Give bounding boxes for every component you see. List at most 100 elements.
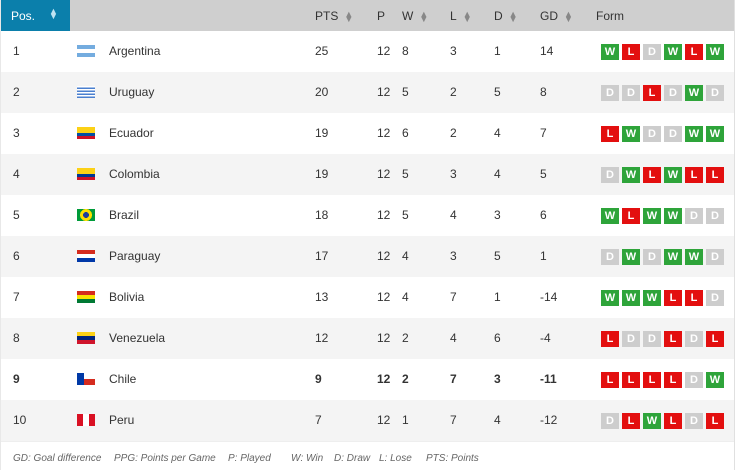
cell-pos: 6 xyxy=(13,249,20,263)
sort-pos[interactable]: Pos. ▲ ▼ xyxy=(1,0,70,31)
col-d[interactable]: D ▲ ▼ xyxy=(494,8,518,24)
form-badge: W xyxy=(601,208,619,224)
cell-w: 5 xyxy=(402,85,409,99)
team-name[interactable]: Brazil xyxy=(109,208,140,222)
table-row[interactable]: 10 7 12 1 7 4 -12 Peru D L W L D L xyxy=(1,400,734,441)
cell-pos: 3 xyxy=(13,126,20,140)
cell-pts: 9 xyxy=(315,372,322,386)
form-badge: W xyxy=(664,44,682,60)
form-badge: D xyxy=(664,85,682,101)
cell-p: 12 xyxy=(377,331,391,345)
form-badge: D xyxy=(601,249,619,265)
cell-p: 12 xyxy=(377,167,391,181)
uruguay-flag-icon xyxy=(77,86,95,98)
cell-gd: -12 xyxy=(540,413,558,427)
cell-w: 1 xyxy=(402,413,409,427)
cell-gd: 5 xyxy=(540,167,547,181)
form-badge: D xyxy=(706,290,724,306)
team-name[interactable]: Peru xyxy=(109,413,135,427)
table-row[interactable]: 3 19 12 6 2 4 7 Ecuador L W D D W W xyxy=(1,113,734,154)
cell-l: 4 xyxy=(450,208,457,222)
legend-item: W: Win xyxy=(291,453,324,464)
team-name[interactable]: Argentina xyxy=(109,44,161,58)
form-badge: D xyxy=(601,85,619,101)
form-badge: L xyxy=(643,372,661,388)
form-badge: D xyxy=(685,372,703,388)
cell-l: 2 xyxy=(450,85,457,99)
table-row[interactable]: 8 12 12 2 4 6 -4 Venezuela L D D L D L xyxy=(1,318,734,359)
cell-d: 5 xyxy=(494,85,501,99)
form-badge: L xyxy=(664,372,682,388)
team-name[interactable]: Bolivia xyxy=(109,290,145,304)
form-badge: L xyxy=(622,413,640,429)
cell-pos: 5 xyxy=(13,208,20,222)
col-p: P xyxy=(377,9,386,23)
cell-d: 4 xyxy=(494,167,501,181)
form-badge: W xyxy=(622,290,640,306)
cell-pts: 25 xyxy=(315,44,329,58)
col-gd[interactable]: GD ▲ ▼ xyxy=(540,8,573,24)
cell-p: 12 xyxy=(377,44,391,58)
team-name[interactable]: Uruguay xyxy=(109,85,155,99)
form-badge: D xyxy=(685,331,703,347)
cell-l: 7 xyxy=(450,413,457,427)
legend-item: GD: Goal difference xyxy=(13,453,102,464)
form-badge: W xyxy=(664,208,682,224)
form-badge: W xyxy=(706,44,724,60)
col-l[interactable]: L ▲ ▼ xyxy=(450,8,472,24)
form-badge: L xyxy=(643,167,661,183)
table-row[interactable]: 4 19 12 5 3 4 5 Colombia D W L W L L xyxy=(1,154,734,195)
cell-l: 4 xyxy=(450,331,457,345)
cell-w: 4 xyxy=(402,290,409,304)
legend-item: L: Lose xyxy=(379,453,412,464)
table-row[interactable]: 5 18 12 5 4 3 6 Brazil W L W W D D xyxy=(1,195,734,236)
form-badge: L xyxy=(685,290,703,306)
form-badge: W xyxy=(622,126,640,142)
sort-icon: ▲ ▼ xyxy=(419,8,429,24)
table-row[interactable]: 7 13 12 4 7 1 -14 Bolivia W W W L L D xyxy=(1,277,734,318)
team-name[interactable]: Venezuela xyxy=(109,331,166,345)
cell-pos: 8 xyxy=(13,331,20,345)
table-row[interactable]: 6 17 12 4 3 5 1 Paraguay D W D W W D xyxy=(1,236,734,277)
cell-d: 6 xyxy=(494,331,501,345)
cell-pts: 19 xyxy=(315,126,329,140)
form-badge: D xyxy=(706,85,724,101)
peru-flag-icon xyxy=(77,414,95,426)
cell-pos: 4 xyxy=(13,167,20,181)
team-name[interactable]: Chile xyxy=(109,372,137,386)
chile-flag-icon xyxy=(77,373,95,385)
team-name[interactable]: Colombia xyxy=(109,167,160,181)
form-badge: L xyxy=(664,290,682,306)
col-w[interactable]: W ▲ ▼ xyxy=(402,8,429,24)
form-badge: W xyxy=(685,85,703,101)
table-row[interactable]: 9 9 12 2 7 3 -11 Chile L L L L D W xyxy=(1,359,734,400)
col-pts[interactable]: PTS ▲ ▼ xyxy=(315,8,354,24)
legend-footer: GD: Goal difference PPG: Points per Game P… xyxy=(1,441,734,471)
sort-icon: ▲ ▼ xyxy=(564,8,573,24)
team-name[interactable]: Paraguay xyxy=(109,249,161,263)
form-badge: W xyxy=(706,372,724,388)
table-row[interactable]: 1 25 12 8 3 1 14 Argentina W L D W L W xyxy=(1,31,734,72)
form-badge: W xyxy=(601,290,619,306)
cell-p: 12 xyxy=(377,372,391,386)
cell-d: 5 xyxy=(494,249,501,263)
cell-pts: 13 xyxy=(315,290,329,304)
form-badge: W xyxy=(643,290,661,306)
form-badge: L xyxy=(622,44,640,60)
cell-d: 3 xyxy=(494,372,501,386)
argentina-flag-icon xyxy=(77,45,95,57)
form-badge: L xyxy=(643,85,661,101)
table-row[interactable]: 2 20 12 5 2 5 8 Uruguay D D L D W D xyxy=(1,72,734,113)
form-badge: W xyxy=(664,167,682,183)
cell-gd: -4 xyxy=(540,331,551,345)
cell-l: 3 xyxy=(450,249,457,263)
form-badge: L xyxy=(685,167,703,183)
team-name[interactable]: Ecuador xyxy=(109,126,154,140)
cell-d: 3 xyxy=(494,208,501,222)
form-badge: D xyxy=(706,208,724,224)
